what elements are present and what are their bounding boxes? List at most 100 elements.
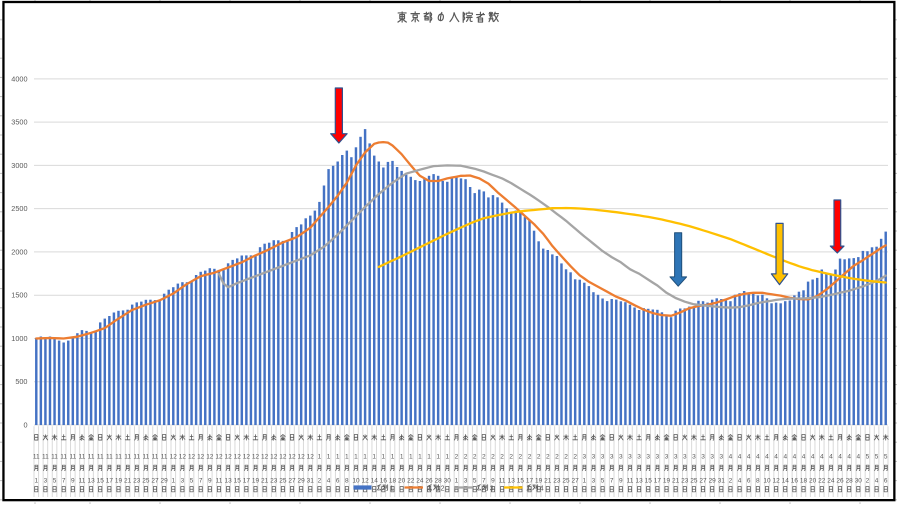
- svg-text:23: 23: [681, 477, 689, 484]
- svg-text:1: 1: [409, 454, 413, 461]
- svg-text:4000: 4000: [11, 74, 27, 83]
- svg-text:22: 22: [818, 477, 826, 484]
- svg-text:1: 1: [445, 454, 449, 461]
- svg-text:4: 4: [747, 454, 751, 461]
- svg-text:2500: 2500: [11, 204, 27, 213]
- svg-text:12: 12: [179, 454, 187, 461]
- svg-text:3500: 3500: [11, 118, 27, 127]
- svg-text:11: 11: [79, 477, 86, 484]
- svg-text:6: 6: [884, 477, 888, 484]
- svg-text:21: 21: [261, 477, 269, 484]
- svg-text:4: 4: [765, 454, 769, 461]
- svg-text:3: 3: [665, 454, 669, 461]
- svg-text:2: 2: [500, 454, 504, 461]
- svg-text:12: 12: [261, 454, 269, 461]
- svg-text:11: 11: [51, 454, 58, 461]
- svg-text:11: 11: [79, 454, 86, 461]
- svg-text:16: 16: [791, 477, 799, 484]
- svg-text:7: 7: [62, 477, 66, 484]
- svg-text:4: 4: [857, 454, 861, 461]
- svg-text:19: 19: [663, 477, 671, 484]
- svg-text:1500: 1500: [11, 291, 27, 300]
- svg-text:9: 9: [619, 477, 623, 484]
- svg-text:20: 20: [809, 477, 817, 484]
- svg-text:11: 11: [143, 454, 150, 461]
- svg-text:1: 1: [390, 486, 394, 493]
- svg-text:10: 10: [352, 477, 360, 484]
- svg-text:2: 2: [455, 454, 459, 461]
- svg-text:5: 5: [601, 477, 605, 484]
- svg-text:11: 11: [115, 454, 122, 461]
- svg-text:1: 1: [318, 454, 322, 461]
- svg-text:6: 6: [747, 477, 751, 484]
- svg-text:11: 11: [216, 477, 223, 484]
- svg-text:9: 9: [491, 477, 495, 484]
- svg-text:17: 17: [106, 477, 114, 484]
- svg-text:26: 26: [836, 477, 844, 484]
- svg-text:1: 1: [427, 454, 431, 461]
- svg-text:1: 1: [327, 454, 331, 461]
- svg-text:2: 2: [509, 454, 513, 461]
- svg-text:26: 26: [425, 477, 433, 484]
- svg-text:5: 5: [866, 454, 870, 461]
- svg-text:5: 5: [53, 477, 57, 484]
- svg-text:1: 1: [582, 477, 586, 484]
- svg-text:11: 11: [69, 454, 76, 461]
- svg-text:4: 4: [820, 454, 824, 461]
- svg-text:12: 12: [252, 454, 260, 461]
- svg-text:1: 1: [34, 477, 38, 484]
- svg-text:11: 11: [133, 454, 140, 461]
- svg-text:14: 14: [782, 477, 790, 484]
- svg-text:1: 1: [455, 477, 459, 484]
- svg-text:27: 27: [151, 477, 159, 484]
- svg-text:11: 11: [88, 454, 95, 461]
- svg-text:23: 23: [133, 477, 141, 484]
- svg-text:7: 7: [482, 477, 486, 484]
- svg-text:3: 3: [181, 477, 185, 484]
- svg-text:19: 19: [252, 477, 260, 484]
- svg-text:30: 30: [855, 477, 863, 484]
- svg-text:18: 18: [389, 477, 397, 484]
- svg-text:29: 29: [298, 477, 306, 484]
- svg-text:11: 11: [124, 454, 131, 461]
- svg-text:15: 15: [234, 477, 242, 484]
- svg-text:2: 2: [441, 486, 445, 493]
- svg-text:29: 29: [161, 477, 169, 484]
- svg-text:11: 11: [152, 454, 159, 461]
- svg-text:3: 3: [701, 454, 705, 461]
- svg-text:25: 25: [142, 477, 150, 484]
- svg-text:1: 1: [354, 454, 358, 461]
- svg-text:3: 3: [719, 454, 723, 461]
- svg-text:13: 13: [635, 477, 643, 484]
- svg-text:13: 13: [87, 477, 95, 484]
- svg-text:6: 6: [336, 477, 340, 484]
- svg-text:1000: 1000: [11, 334, 27, 343]
- svg-text:3: 3: [683, 454, 687, 461]
- svg-text:19: 19: [115, 477, 123, 484]
- svg-text:2: 2: [318, 477, 322, 484]
- svg-text:2: 2: [573, 454, 577, 461]
- svg-text:20: 20: [398, 477, 406, 484]
- svg-text:1: 1: [391, 454, 395, 461]
- svg-text:12: 12: [270, 454, 278, 461]
- svg-text:8: 8: [756, 477, 760, 484]
- svg-text:4: 4: [838, 454, 842, 461]
- svg-text:27: 27: [572, 477, 580, 484]
- svg-text:4: 4: [738, 454, 742, 461]
- svg-text:31: 31: [718, 477, 726, 484]
- svg-text:4: 4: [793, 454, 797, 461]
- svg-text:5: 5: [875, 454, 879, 461]
- svg-text:4: 4: [783, 454, 787, 461]
- svg-text:4: 4: [729, 454, 733, 461]
- svg-text:24: 24: [827, 477, 835, 484]
- svg-text:1: 1: [171, 477, 175, 484]
- svg-text:1: 1: [382, 454, 386, 461]
- svg-text:24: 24: [416, 477, 424, 484]
- svg-text:25: 25: [690, 477, 698, 484]
- svg-text:2: 2: [564, 454, 568, 461]
- svg-text:4: 4: [327, 477, 331, 484]
- svg-text:2: 2: [473, 454, 477, 461]
- svg-text:4: 4: [774, 454, 778, 461]
- svg-text:2000: 2000: [11, 247, 27, 256]
- svg-text:17: 17: [243, 477, 251, 484]
